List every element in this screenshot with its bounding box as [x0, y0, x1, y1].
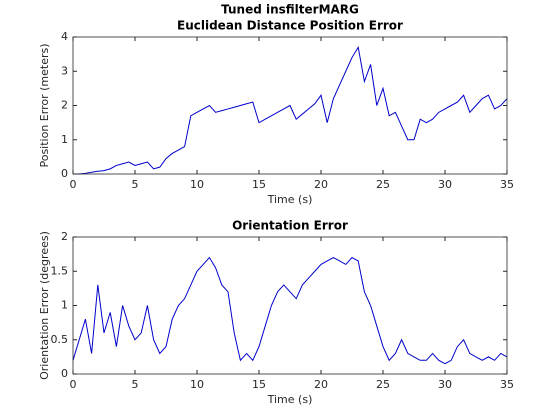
x-tick-label: 25: [376, 178, 390, 191]
y-tick-label: 0.5: [51, 333, 69, 346]
x-tick-label: 10: [190, 178, 204, 191]
x-tick-label: 15: [252, 378, 266, 391]
x-tick-label: 20: [314, 178, 328, 191]
y-tick-label: 2: [61, 99, 68, 112]
y-tick-label: 4: [61, 30, 68, 43]
x-tick-label: 5: [132, 178, 139, 191]
y-tick-label: 1: [61, 133, 68, 146]
y-axis-label: Position Error (meters): [38, 43, 51, 167]
x-tick-label: 0: [70, 178, 77, 191]
chart-subtitle: Euclidean Distance Position Error: [177, 19, 403, 33]
data-line: [72, 256, 508, 365]
y-tick-label: 1: [61, 299, 68, 312]
x-axis-label: Time (s): [267, 393, 313, 406]
x-tick-label: 0: [70, 378, 77, 391]
x-tick-label: 35: [500, 378, 514, 391]
y-tick-label: 0: [61, 167, 68, 180]
data-line: [73, 45, 508, 175]
x-tick-label: 20: [314, 378, 328, 391]
x-tick-label: 10: [190, 378, 204, 391]
x-tick-label: 30: [438, 378, 452, 391]
y-tick-label: 0: [61, 367, 68, 380]
chart-title: Tuned insfilterMARG: [221, 3, 359, 17]
y-tick-label: 1.5: [51, 264, 69, 277]
x-tick-label: 35: [500, 178, 514, 191]
x-axis-label: Time (s): [267, 193, 313, 206]
x-tick-label: 15: [252, 178, 266, 191]
x-tick-label: 25: [376, 378, 390, 391]
y-axis-label: Orientation Error (degrees): [38, 231, 51, 380]
x-tick-label: 5: [132, 378, 139, 391]
x-tick-label: 30: [438, 178, 452, 191]
chart-title: Orientation Error: [232, 219, 348, 233]
y-tick-label: 3: [61, 64, 68, 77]
y-tick-label: 2: [61, 230, 68, 243]
